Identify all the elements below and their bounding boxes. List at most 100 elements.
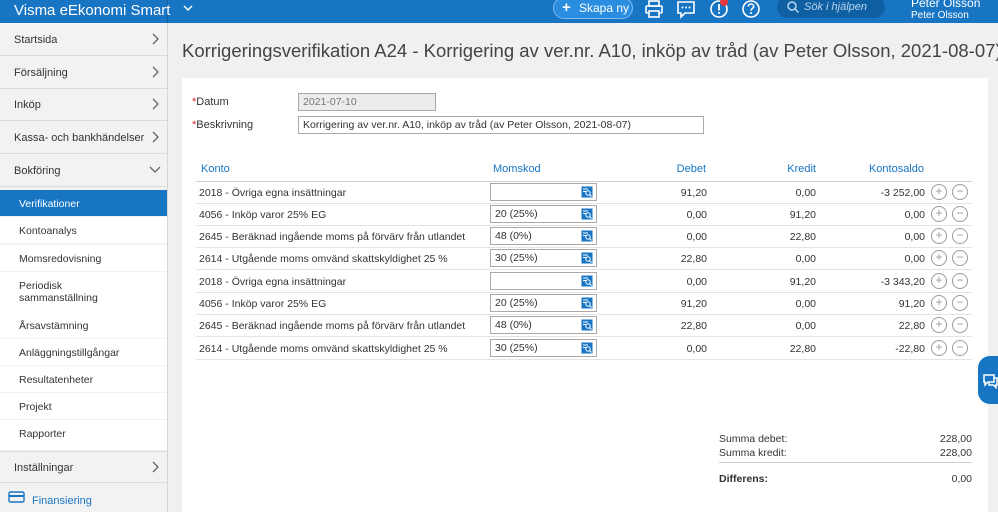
row-debit: 22,80 <box>680 253 707 265</box>
row-credit: 0,00 <box>795 253 816 265</box>
chevron-right-icon <box>151 131 160 143</box>
add-row-button[interactable]: + <box>931 273 947 289</box>
support-chat-button[interactable] <box>978 356 998 404</box>
column-header-balance[interactable]: Kontosaldo <box>868 163 924 175</box>
help-search-input[interactable] <box>804 0 880 14</box>
difference-value: 0,00 <box>951 473 972 485</box>
column-header-debit[interactable]: Debet <box>676 163 706 175</box>
sidebar-item-forsaljning[interactable]: Försäljning <box>0 57 167 89</box>
row-credit: 22,80 <box>789 231 816 243</box>
row-account: 2018 - Övriga egna insättningar <box>199 187 347 199</box>
row-balance: -22,80 <box>895 343 925 355</box>
remove-row-button[interactable]: − <box>952 273 968 289</box>
sidebar-item-verifikationer[interactable]: Verifikationer <box>0 190 167 216</box>
description-field[interactable] <box>298 116 704 134</box>
row-credit: 91,20 <box>789 276 816 288</box>
chat-bubble-icon <box>983 374 998 389</box>
row-balance: -3 343,20 <box>880 276 925 288</box>
row-account: 2614 - Utgående moms omvänd skattskyldig… <box>199 343 448 355</box>
remove-row-button[interactable]: − <box>952 206 968 222</box>
row-debit: 0,00 <box>686 231 707 243</box>
create-new-button[interactable]: + Skapa ny <box>553 0 633 19</box>
chat-icon[interactable] <box>676 0 696 19</box>
printer-icon[interactable] <box>644 0 664 19</box>
search-icon <box>786 0 800 14</box>
sum-credit-value: 228,00 <box>939 447 972 459</box>
picker-icon[interactable] <box>581 252 593 264</box>
picker-icon[interactable] <box>581 230 593 242</box>
add-row-button[interactable]: + <box>931 228 947 244</box>
alert-icon[interactable] <box>709 0 729 19</box>
picker-icon[interactable] <box>581 186 593 198</box>
date-field[interactable] <box>298 93 436 111</box>
sidebar-item-bokforing[interactable]: Bokföring <box>0 155 167 187</box>
picker-icon[interactable] <box>581 208 593 220</box>
table-row: 2614 - Utgående moms omvänd skattskyldig… <box>196 338 972 360</box>
sum-debit-value: 228,00 <box>939 433 972 445</box>
remove-row-button[interactable]: − <box>952 250 968 266</box>
sidebar-item-periodisk-sammanstallning[interactable]: Periodisk sammanställning <box>0 272 167 312</box>
row-account: 2645 - Beräknad ingående moms på förvärv… <box>199 231 466 243</box>
sidebar-item-inkop[interactable]: Inköp <box>0 89 167 121</box>
remove-row-button[interactable]: − <box>952 295 968 311</box>
add-row-button[interactable]: + <box>931 340 947 356</box>
row-debit: 0,00 <box>686 276 707 288</box>
add-row-button[interactable]: + <box>931 206 947 222</box>
table-row: 2645 - Beräknad ingående moms på förvärv… <box>196 315 972 337</box>
vat-code-input[interactable] <box>490 183 597 201</box>
vat-code-input[interactable]: 48 (0%) <box>490 227 597 245</box>
sidebar-item-rapporter[interactable]: Rapporter <box>0 420 167 450</box>
sidebar-item-kontoanalys[interactable]: Kontoanalys <box>0 217 167 243</box>
picker-icon[interactable] <box>581 297 593 309</box>
table-row: 2645 - Beräknad ingående moms på förvärv… <box>196 226 972 248</box>
vat-code-input[interactable]: 20 (25%) <box>490 205 597 223</box>
column-header-vat-code[interactable]: Momskod <box>493 163 541 175</box>
remove-row-button[interactable]: − <box>952 184 968 200</box>
date-label: *Datum <box>192 96 229 108</box>
vat-code-input[interactable]: 30 (25%) <box>490 249 597 267</box>
column-header-credit[interactable]: Kredit <box>787 163 816 175</box>
row-balance: 22,80 <box>898 320 925 332</box>
remove-row-button[interactable]: − <box>952 228 968 244</box>
row-debit: 0,00 <box>686 209 707 221</box>
row-credit: 91,20 <box>789 209 816 221</box>
add-row-button[interactable]: + <box>931 317 947 333</box>
row-balance: 0,00 <box>904 209 925 221</box>
table-row: 2018 - Övriga egna insättningar 0,00 91,… <box>196 271 972 293</box>
sidebar-item-startsida[interactable]: Startsida <box>0 24 167 56</box>
remove-row-button[interactable]: − <box>952 340 968 356</box>
sidebar-item-installningar[interactable]: Inställningar <box>0 451 167 483</box>
sidebar-item-anlaggningstillgangar[interactable]: Anläggningstillgångar <box>0 339 167 365</box>
sidebar-item-projekt[interactable]: Projekt <box>0 393 167 419</box>
description-label: *Beskrivning <box>192 119 254 131</box>
summary-divider <box>719 462 972 463</box>
column-header-account[interactable]: Konto <box>201 163 230 175</box>
add-row-button[interactable]: + <box>931 295 947 311</box>
sidebar-item-resultatenheter[interactable]: Resultatenheter <box>0 366 167 392</box>
add-row-button[interactable]: + <box>931 250 947 266</box>
sidebar-item-momsredovisning[interactable]: Momsredovisning <box>0 245 167 271</box>
row-credit: 0,00 <box>795 187 816 199</box>
add-row-button[interactable]: + <box>931 184 947 200</box>
help-icon[interactable] <box>741 0 761 19</box>
company-name: Peter Olsson <box>911 10 969 21</box>
sidebar-item-arsavstamning[interactable]: Årsavstämning <box>0 312 167 338</box>
vat-code-input[interactable] <box>490 272 597 290</box>
top-bar: Visma eEkonomi Smart + Skapa ny Peter Ol… <box>0 0 998 23</box>
remove-row-button[interactable]: − <box>952 317 968 333</box>
row-account: 2645 - Beräknad ingående moms på förvärv… <box>199 320 466 332</box>
picker-icon[interactable] <box>581 275 593 287</box>
sidebar-item-kassa-bank[interactable]: Kassa- och bankhändelser <box>0 122 167 154</box>
app-switcher[interactable]: Visma eEkonomi Smart <box>0 0 170 23</box>
user-name[interactable]: Peter Olsson <box>911 0 981 10</box>
vat-code-input[interactable]: 48 (0%) <box>490 316 597 334</box>
vat-code-input[interactable]: 30 (25%) <box>490 339 597 357</box>
vat-code-input[interactable]: 20 (25%) <box>490 294 597 312</box>
picker-icon[interactable] <box>581 342 593 354</box>
chevron-right-icon <box>151 461 160 473</box>
notification-badge <box>720 0 728 6</box>
picker-icon[interactable] <box>581 319 593 331</box>
sidebar-item-finansiering[interactable]: Finansiering <box>0 484 167 512</box>
chevron-down-icon[interactable] <box>183 4 193 15</box>
row-account: 4056 - Inköp varor 25% EG <box>199 298 327 310</box>
